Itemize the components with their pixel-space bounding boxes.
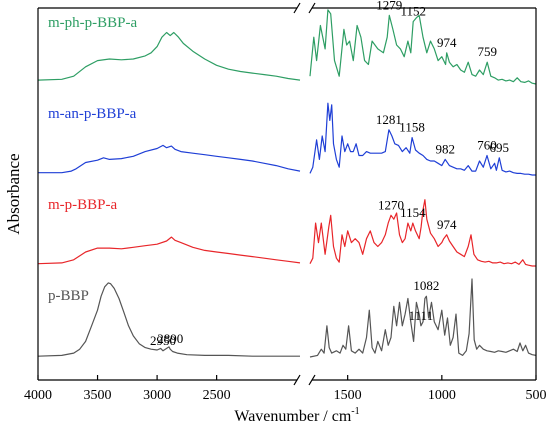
peak-label-m-ph-p-bbp-a-1279: 1279 — [376, 0, 402, 12]
y-axis-label: Absorbance — [4, 153, 23, 234]
peak-label-m-an-p-bbp-a-1281: 1281 — [376, 112, 402, 127]
peak-label-p-bbp-1111: 1111 — [409, 308, 434, 323]
peak-label-m-ph-p-bbp-a-1152: 1152 — [400, 4, 426, 19]
series-label-p-bbp: p-BBP — [48, 288, 89, 304]
series-line-m-p-bbp-a-right — [309, 199, 536, 267]
plot-area: m-ph-p-BBP-a m-an-p-BBP-a m-p-BBP-a p-BBP 1… — [37, 0, 537, 358]
x-tick-label-2500: 2500 — [203, 388, 231, 403]
peak-label-m-an-p-bbp-a-760: 760 — [477, 138, 497, 153]
series-line-m-p-bbp-a-left — [37, 236, 301, 265]
series-line-p-bbp-left — [37, 282, 300, 357]
series-line-m-ph-p-bbp-a-left — [37, 31, 301, 81]
x-tick-label-4000: 4000 — [24, 388, 52, 403]
series-label-m-ph-p-bbp-a: m-ph-p-BBP-a — [48, 15, 138, 31]
x-axis-label-superscript: -1 — [351, 406, 359, 417]
peak-label-m-ph-p-bbp-a-759: 759 — [477, 44, 497, 59]
peak-label-p-bbp-2890: 2890 — [157, 331, 183, 346]
peak-label-m-p-bbp-a-1154: 1154 — [400, 205, 426, 220]
x-tick-label-3000: 3000 — [143, 388, 171, 403]
series-line-m-an-p-bbp-a-left — [38, 144, 301, 174]
axis-break-mark-bottom-2 — [308, 374, 316, 386]
axis-break-mark-top-2 — [308, 2, 316, 14]
x-tick-label-1000: 1000 — [428, 388, 456, 403]
series-label-m-an-p-bbp-a: m-an-p-BBP-a — [48, 106, 137, 122]
x-axis-label: Wavenumber / cm-1 — [234, 406, 359, 425]
series-label-m-p-bbp-a: m-p-BBP-a — [48, 197, 118, 213]
peak-label-p-bbp-2950: 2950 — [150, 333, 176, 348]
x-tick-label-3500: 3500 — [84, 388, 112, 403]
x-tick-label-500: 500 — [526, 388, 547, 403]
peak-label-p-bbp-1082: 1082 — [413, 278, 439, 293]
series-label-layer: m-ph-p-BBP-a m-an-p-BBP-a m-p-BBP-a p-BBP — [48, 15, 138, 304]
x-tick-label-1500: 1500 — [334, 388, 362, 403]
series-line-m-ph-p-bbp-a-right — [309, 9, 537, 85]
peak-label-m-an-p-bbp-a-982: 982 — [435, 141, 455, 156]
series-layer — [37, 9, 537, 358]
peak-label-m-an-p-bbp-a-695: 695 — [490, 140, 510, 155]
series-line-m-an-p-bbp-a-right — [309, 102, 536, 176]
axis-break-mark-top-1 — [293, 2, 301, 14]
peak-label-m-p-bbp-a-974: 974 — [437, 217, 457, 232]
peak-label-m-an-p-bbp-a-1158: 1158 — [399, 120, 425, 135]
series-line-p-bbp-right — [309, 278, 537, 358]
peak-label-m-p-bbp-a-1270: 1270 — [378, 197, 404, 212]
peak-label-m-ph-p-bbp-a-974: 974 — [437, 35, 457, 50]
tick-layer: 4000 3500 3000 2500 1500 1000 500 — [24, 375, 547, 403]
axis-break-mark-bottom-1 — [293, 374, 301, 386]
x-axis-label-main: Wavenumber / cm — [234, 408, 351, 425]
axes-layer — [37, 2, 537, 386]
